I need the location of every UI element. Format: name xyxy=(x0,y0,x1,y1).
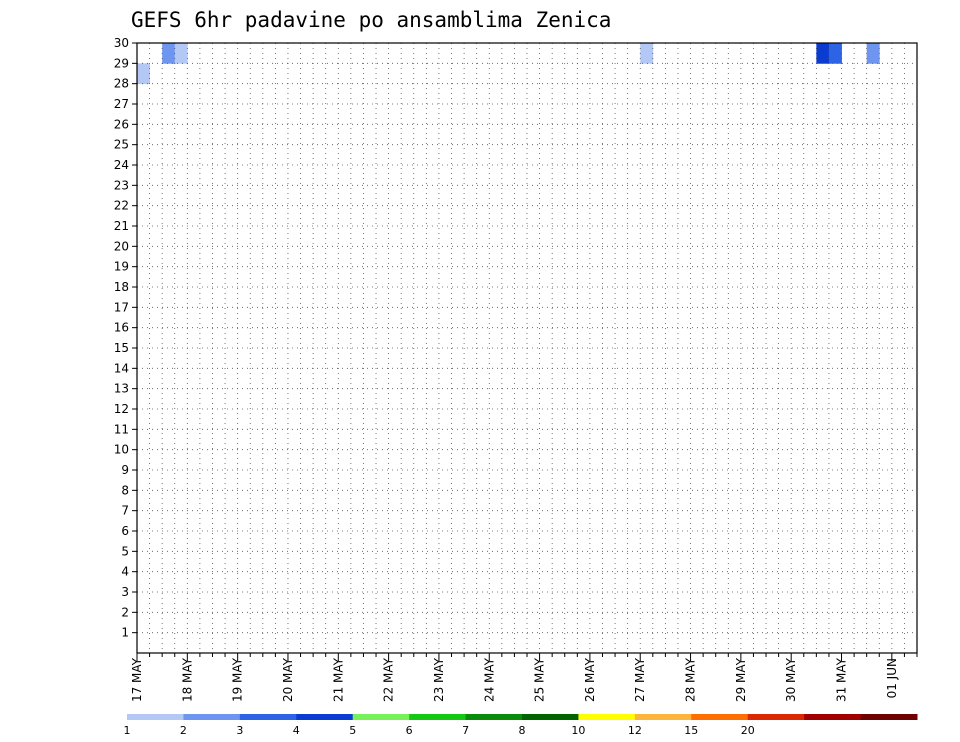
y-tick-label: 13 xyxy=(114,382,129,396)
legend-label: 7 xyxy=(462,724,469,737)
x-tick-label: 19 MAY xyxy=(231,657,245,702)
x-tick-label: 29 MAY xyxy=(734,657,748,702)
legend-swatch xyxy=(296,714,354,720)
y-tick-label: 5 xyxy=(121,544,129,558)
x-tick-label: 22 MAY xyxy=(382,657,396,702)
legend-swatch xyxy=(465,714,523,720)
y-tick-label: 3 xyxy=(121,585,129,599)
heatmap-cell xyxy=(137,63,150,85)
legend-label: 2 xyxy=(180,724,187,737)
x-tick-label: 23 MAY xyxy=(432,657,446,702)
x-tick-label: 28 MAY xyxy=(684,657,698,702)
heatmap-cell xyxy=(640,43,654,64)
y-tick-label: 14 xyxy=(114,361,129,375)
y-tick-label: 2 xyxy=(121,605,129,619)
y-tick-label: 15 xyxy=(114,341,129,355)
x-tick-label: 30 MAY xyxy=(784,657,798,702)
y-tick-label: 18 xyxy=(114,280,129,294)
heatmap-cell xyxy=(816,43,830,64)
y-tick-label: 23 xyxy=(114,178,129,192)
legend-swatch xyxy=(522,714,579,720)
y-tick-label: 21 xyxy=(114,219,129,233)
y-tick-label: 24 xyxy=(114,158,129,172)
heatmap-cell xyxy=(828,43,842,64)
y-tick-label: 28 xyxy=(114,77,129,91)
x-tick-label: 24 MAY xyxy=(482,657,496,702)
y-tick-label: 19 xyxy=(114,260,129,274)
heatmap-cell xyxy=(162,43,176,64)
legend-label: 15 xyxy=(684,724,698,737)
legend-swatch xyxy=(634,714,692,720)
y-tick-label: 29 xyxy=(114,56,129,70)
x-tick-label: 26 MAY xyxy=(583,657,597,702)
y-tick-label: 17 xyxy=(114,300,129,314)
legend-label: 20 xyxy=(741,724,755,737)
y-tick-label: 22 xyxy=(114,199,129,213)
color-legend: 1 2 3 4 5 6 7 8 10 12 15 20 xyxy=(124,714,918,737)
legend-label: 3 xyxy=(236,724,243,737)
x-tick-label: 17 MAY xyxy=(130,657,144,702)
heatmap-cell xyxy=(174,43,188,64)
x-tick-label: 31 MAY xyxy=(835,657,849,702)
legend-swatch xyxy=(183,714,241,720)
y-axis: 1234567891011121314151617181920212223242… xyxy=(114,36,137,640)
y-tick-label: 30 xyxy=(114,36,129,50)
x-tick-label: 21 MAY xyxy=(331,657,345,702)
y-tick-label: 11 xyxy=(114,422,129,436)
legend-label: 4 xyxy=(293,724,300,737)
legend-label: 12 xyxy=(628,724,642,737)
y-tick-label: 25 xyxy=(114,138,129,152)
y-tick-label: 12 xyxy=(114,402,129,416)
legend-swatch xyxy=(747,714,805,720)
legend-swatch xyxy=(691,714,749,720)
y-tick-label: 4 xyxy=(121,565,129,579)
y-tick-label: 10 xyxy=(114,443,129,457)
y-tick-label: 26 xyxy=(114,117,129,131)
y-tick-label: 6 xyxy=(121,524,129,538)
x-tick-label: 27 MAY xyxy=(633,657,647,702)
y-tick-label: 9 xyxy=(121,463,129,477)
x-axis: 17 MAY 18 MAY 19 MAY 20 MAY 21 MAY 22 MAY 23 M… xyxy=(130,653,918,702)
legend-swatch xyxy=(352,714,410,720)
x-tick-label: 01 JUN xyxy=(885,658,899,698)
legend-label: 6 xyxy=(406,724,413,737)
x-tick-label: 18 MAY xyxy=(180,657,194,702)
gridlines xyxy=(137,43,917,653)
y-tick-label: 1 xyxy=(121,626,129,640)
legend-swatch xyxy=(578,714,636,720)
legend-label: 8 xyxy=(519,724,526,737)
x-tick-label: 20 MAY xyxy=(281,657,295,702)
y-tick-label: 27 xyxy=(114,97,129,111)
legend-swatch xyxy=(239,714,297,720)
chart-title: GEFS 6hr padavine po ansamblima Zenica xyxy=(131,8,611,32)
legend-swatch xyxy=(409,714,467,720)
legend-swatch xyxy=(860,714,918,720)
y-tick-label: 7 xyxy=(121,504,129,518)
y-tick-label: 16 xyxy=(114,321,129,335)
y-tick-label: 20 xyxy=(114,239,129,253)
legend-swatch xyxy=(804,714,862,720)
heatmap-cells xyxy=(137,43,880,85)
heatmap-cell xyxy=(866,43,880,64)
y-tick-label: 8 xyxy=(121,483,129,497)
x-tick-label: 25 MAY xyxy=(533,657,547,702)
legend-label: 10 xyxy=(571,724,585,737)
legend-label: 5 xyxy=(349,724,356,737)
legend-swatch xyxy=(127,714,184,720)
legend-label: 1 xyxy=(124,724,131,737)
